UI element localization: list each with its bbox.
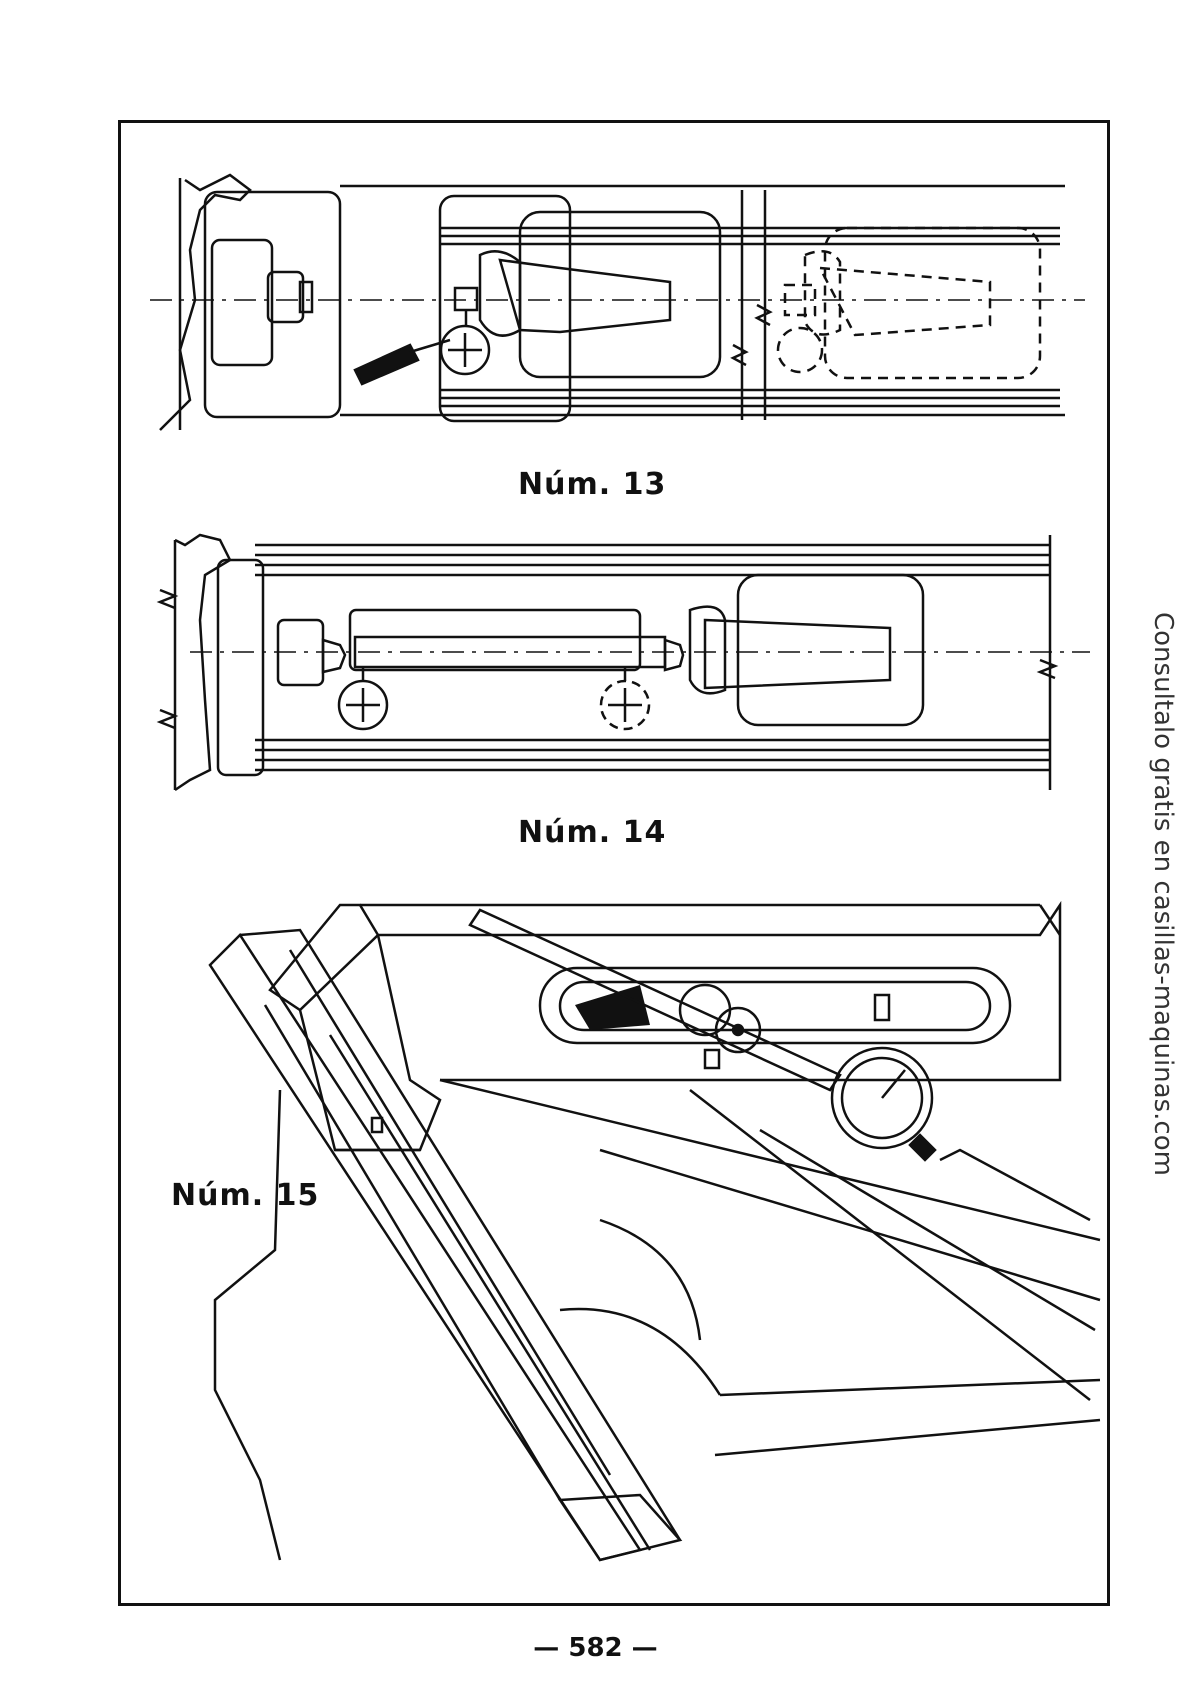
page-number: — 582 — <box>533 1633 658 1663</box>
figure-15-caption: Núm. 15 <box>171 1178 320 1213</box>
side-watermark-text: Consultalo gratis en casillas-maquinas.c… <box>1148 612 1178 1176</box>
illustration-frame <box>118 120 1110 1606</box>
figure-14-caption: Núm. 14 <box>518 815 667 850</box>
figure-13-caption: Núm. 13 <box>518 467 667 502</box>
